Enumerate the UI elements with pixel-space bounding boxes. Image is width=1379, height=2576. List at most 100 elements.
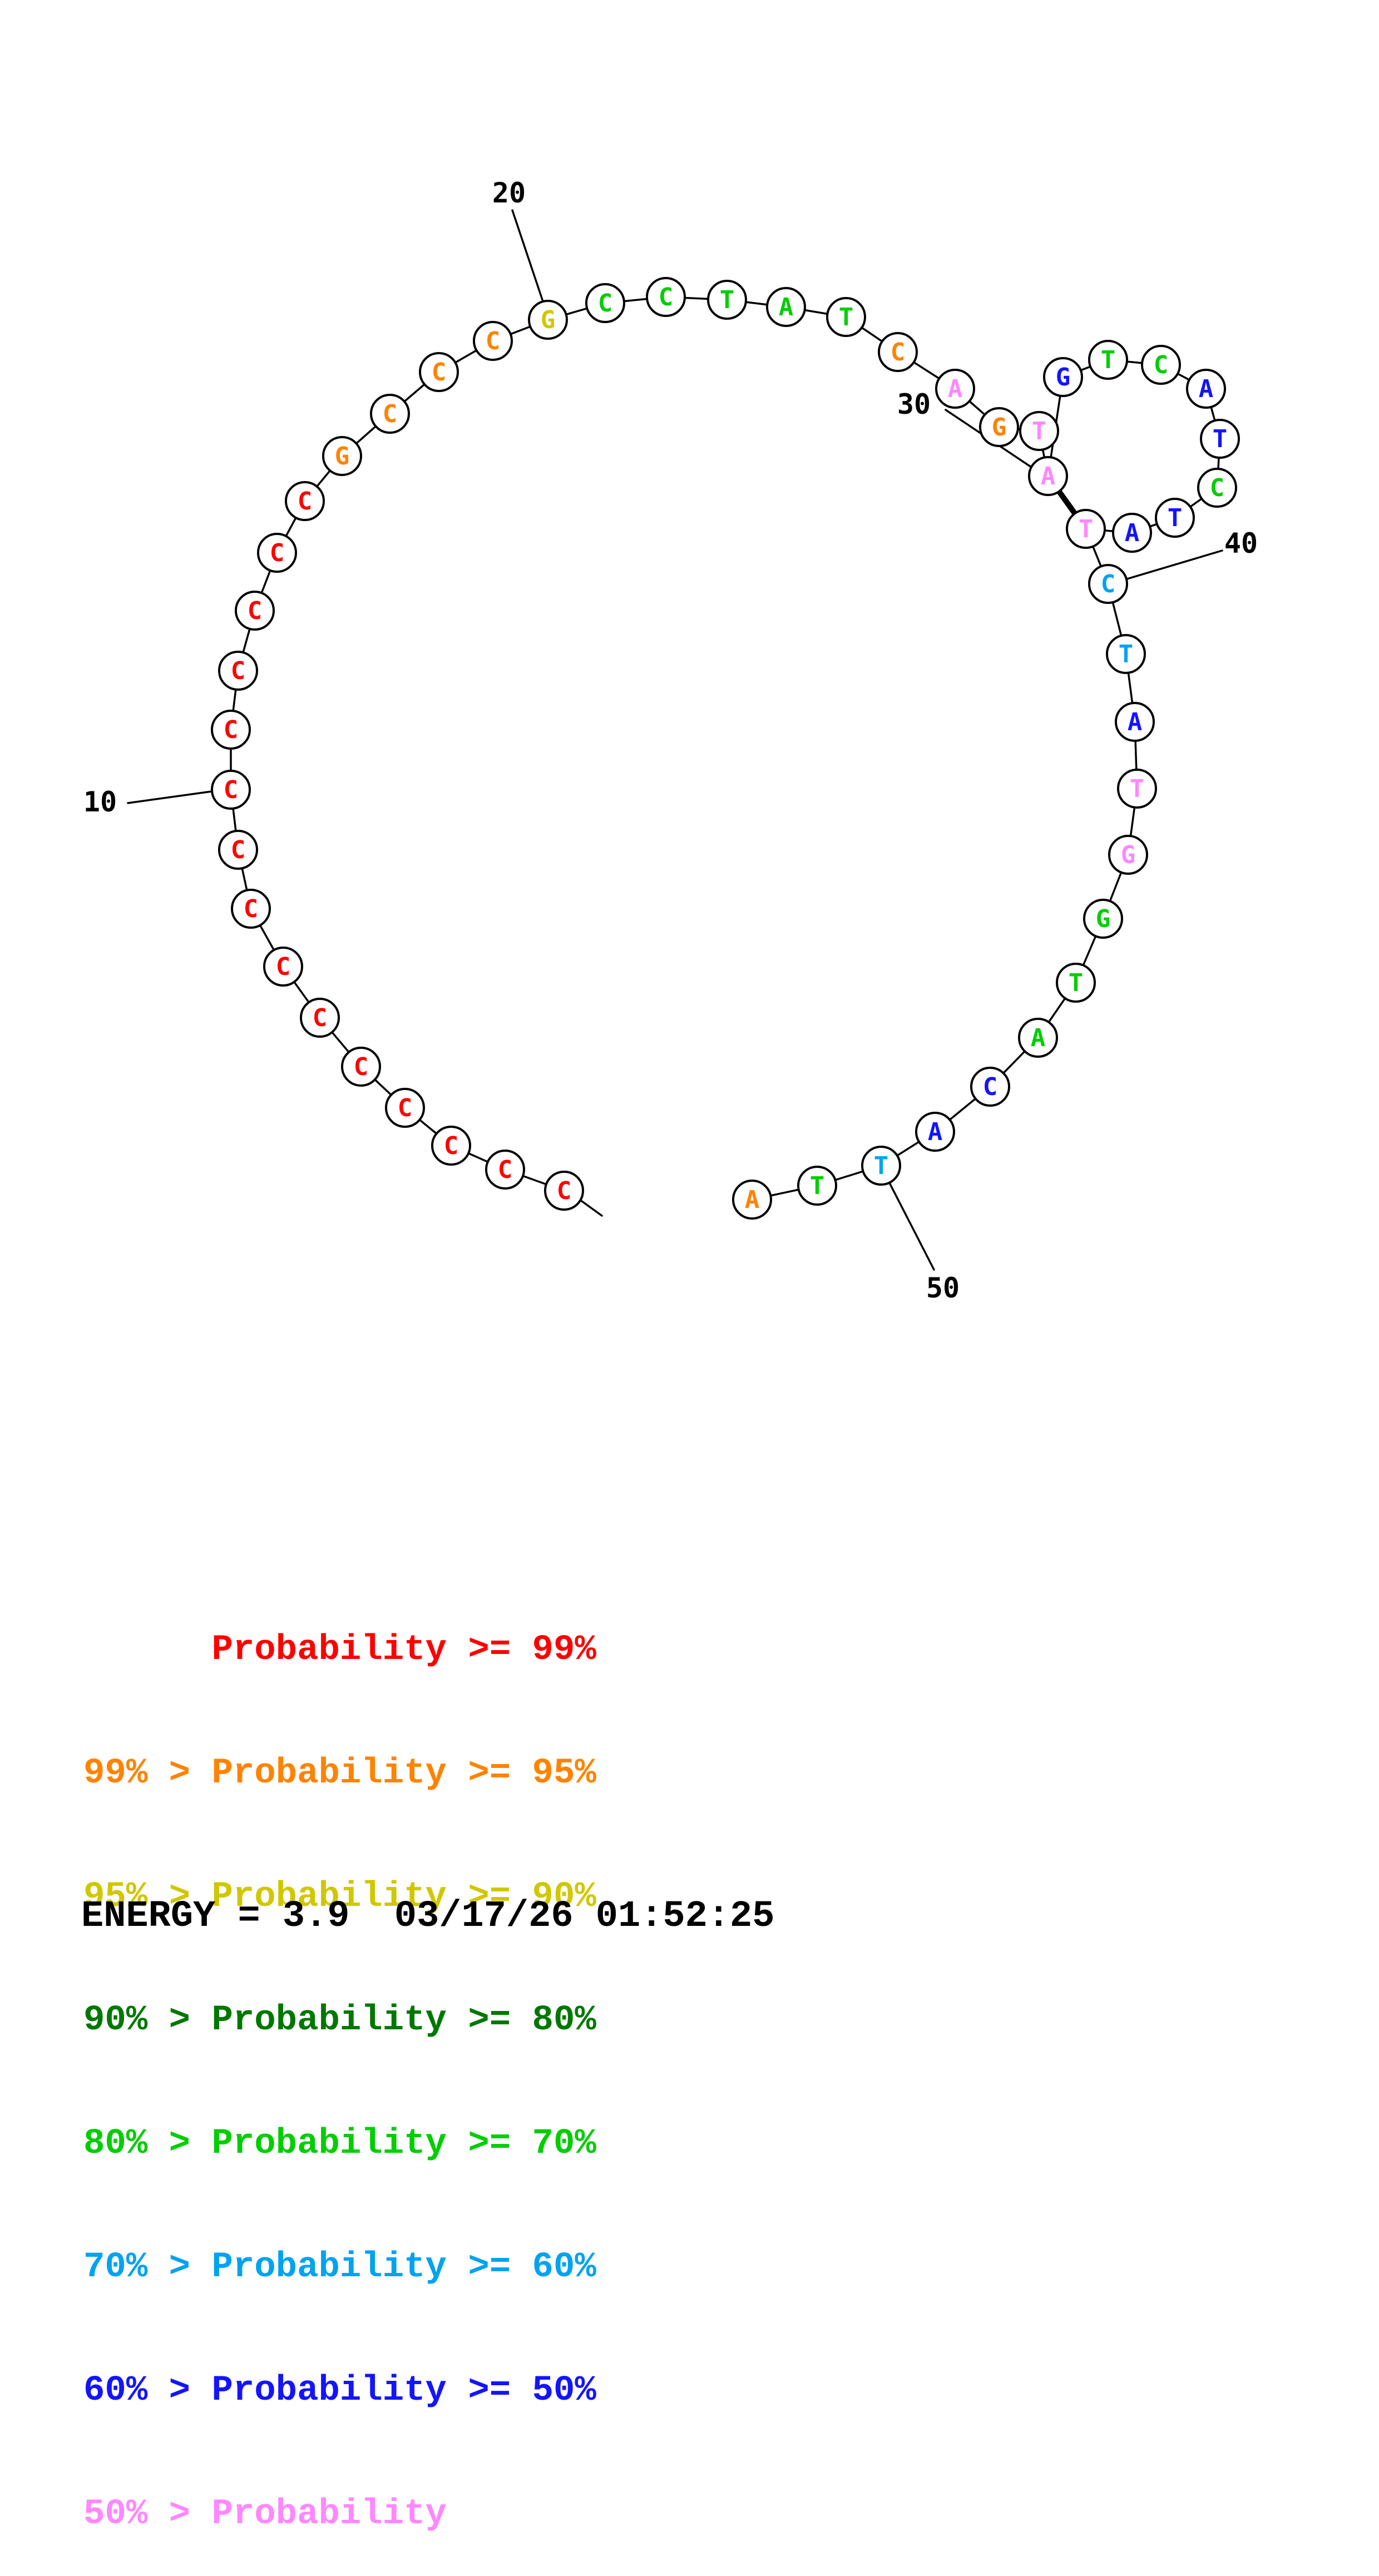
nucleotide-circle [528, 300, 568, 340]
nucleotide-base: C [659, 283, 674, 311]
nucleotide-circle [1083, 899, 1123, 939]
probability-legend: Probability >= 99% 99% > Probability >= … [83, 1547, 596, 2576]
nucleotide-base: T [810, 1172, 825, 1200]
nucleotide-base: T [1168, 504, 1183, 532]
nucleotide-circle [1018, 1018, 1058, 1058]
nucleotide-circle [431, 1126, 471, 1166]
nucleotide-base: T [839, 303, 854, 331]
nucleotide-circle [1112, 513, 1152, 553]
nucleotide-circle [1197, 468, 1237, 508]
nucleotide-circle [585, 283, 625, 323]
nucleotide-base: T [874, 1152, 889, 1180]
nucleotide-circle [1028, 456, 1068, 496]
nucleotide-circle [257, 533, 297, 573]
position-label: 20 [492, 177, 526, 209]
nucleotide-base: A [928, 1118, 943, 1146]
position-label: 50 [926, 1272, 960, 1304]
nucleotide-base: C [231, 657, 246, 685]
nucleotide-base: A [745, 1186, 760, 1214]
nucleotide-circle [1117, 769, 1157, 809]
nucleotide-base: A [1128, 708, 1143, 736]
nucleotide-circle [1056, 963, 1096, 1003]
nucleotide-base: C [313, 1004, 328, 1032]
nucleotide-base: C [432, 358, 447, 387]
nucleotide-base: A [1125, 519, 1140, 547]
nucleotide-base: C [231, 836, 246, 864]
nucleotide-base: A [1031, 1024, 1046, 1052]
nucleotide-base: C [398, 1094, 413, 1122]
nucleotide-circle [878, 332, 918, 372]
nucleotide-circle [1106, 634, 1146, 674]
nucleotide-base: C [498, 1156, 513, 1184]
nucleotide-base: G [992, 413, 1007, 442]
nucleotide-base: C [270, 539, 285, 567]
nucleotide-circle [341, 1047, 381, 1087]
nucleotide-circle [1019, 411, 1059, 451]
position-label-line [888, 1182, 935, 1271]
nucleotide-base: C [891, 338, 906, 366]
legend-row-80: 90% > Probability >= 80% [83, 2000, 596, 2040]
nucleotide-base: T [1213, 425, 1228, 453]
nucleotide-base: C [248, 597, 263, 625]
nucleotide-base: C [1101, 570, 1116, 598]
nucleotide-base: C [444, 1132, 459, 1160]
nucleotide-circle [419, 352, 459, 392]
nucleotide-base: T [1119, 640, 1134, 668]
nucleotide-circle [1115, 702, 1155, 742]
position-label-line [511, 209, 544, 303]
nucleotide-base: T [1069, 969, 1084, 997]
nucleotide-circle [935, 369, 975, 409]
nucleotide-circle [646, 277, 686, 317]
position-label-line [1126, 549, 1223, 580]
nucleotide-circle [915, 1112, 955, 1152]
nucleotide-circle [1186, 369, 1226, 409]
nucleotide-circle [1088, 564, 1128, 604]
nucleotide-base: C [354, 1053, 369, 1081]
nucleotide-circle [766, 287, 806, 327]
nucleotide-base: G [1056, 363, 1071, 392]
legend-row-90: 95% > Probability >= 90% [83, 1877, 596, 1917]
nucleotide-circle [732, 1180, 772, 1220]
nucleotide-base: C [598, 289, 613, 318]
nucleotide-base: G [1121, 841, 1136, 869]
position-label: 40 [1224, 527, 1258, 559]
nucleotide-base: C [224, 716, 239, 744]
nucleotide-circle [970, 1067, 1010, 1107]
nucleotide-base: C [276, 953, 291, 981]
nucleotide-circle [861, 1146, 901, 1186]
nucleotide-circle [1155, 498, 1195, 538]
nucleotide-circle [1108, 835, 1148, 875]
legend-row-50: 60% > Probability >= 50% [83, 2371, 596, 2411]
nucleotide-circle [218, 830, 258, 870]
nucleotide-circle [707, 280, 747, 320]
nucleotide-circle [385, 1088, 425, 1128]
nucleotide-base: T [720, 286, 735, 314]
nucleotide-circle [1141, 345, 1181, 385]
nucleotide-base: C [224, 776, 239, 804]
position-label: 10 [83, 786, 117, 818]
nucleotide-base: C [298, 487, 313, 516]
nucleotide-base: G [335, 442, 350, 470]
nucleotide-base: C [383, 400, 398, 428]
nucleotide-base: A [1041, 462, 1056, 491]
legend-row-99: Probability >= 99% [83, 1630, 596, 1670]
legend-row-95: 99% > Probability >= 95% [83, 1753, 596, 1794]
nucleotide-base: C [557, 1177, 572, 1205]
nucleotide-circle [300, 998, 340, 1038]
nucleotide-base: T [1130, 775, 1145, 803]
nucleotide-circle [797, 1166, 837, 1206]
nucleotide-base: A [948, 375, 963, 403]
nucleotide-base: G [1096, 905, 1111, 933]
nucleotide-circle [235, 591, 275, 631]
nucleotide-circle [285, 481, 325, 521]
nucleotide-base: C [244, 895, 259, 923]
nucleotide-circle [218, 651, 258, 691]
nucleotide-base: C [1154, 351, 1169, 379]
energy-readout: ENERGY = 3.9 03/17/26 01:52:25 [81, 1895, 775, 1938]
nucleotide-circle [231, 889, 271, 929]
position-label-line [127, 790, 213, 804]
nucleotide-base: A [779, 293, 794, 321]
nucleotide-circle [211, 770, 251, 810]
position-label: 30 [897, 388, 931, 420]
nucleotide-circle [263, 947, 303, 987]
